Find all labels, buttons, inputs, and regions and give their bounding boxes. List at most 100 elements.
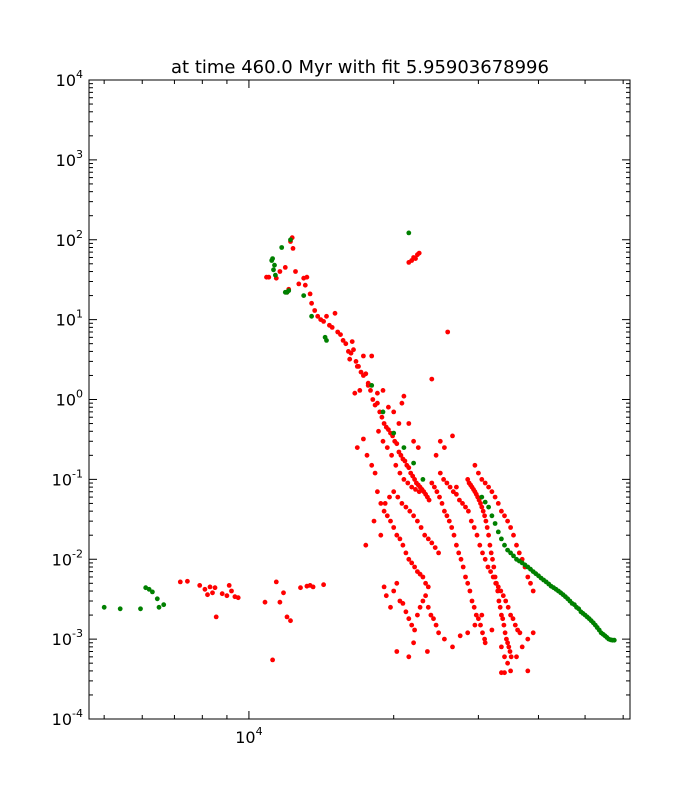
series-0-point-161 [437, 494, 442, 500]
series-0-point-232 [492, 574, 498, 580]
series-0-point-162 [439, 501, 445, 506]
series-0-point-286 [530, 630, 536, 636]
series-0-point-278 [433, 452, 439, 458]
series-0-point-109 [391, 525, 397, 530]
series-0-point-275 [442, 445, 447, 450]
series-0-point-13 [302, 282, 308, 288]
series-0-point-256 [505, 518, 510, 524]
series-0-point-291 [185, 578, 190, 584]
y-tick-label-1: 10-3 [52, 627, 83, 649]
series-0-point-221 [478, 501, 483, 506]
series-0-point-252 [492, 494, 498, 500]
y-tick-label-3: 10-1 [52, 467, 83, 489]
series-1-point-34 [492, 521, 498, 526]
series-0-point-307 [273, 579, 279, 585]
series-0-point-202 [495, 584, 501, 590]
series-0-point-133 [422, 532, 428, 538]
series-0-point-128 [403, 504, 409, 510]
series-0-point-293 [202, 586, 208, 592]
series-1-point-25 [391, 430, 397, 436]
series-0-point-85 [415, 445, 421, 450]
series-0-point-277 [437, 438, 443, 444]
series-0-point-90 [372, 470, 378, 476]
series-0-point-36 [363, 371, 369, 377]
series-0-point-155 [431, 616, 436, 622]
series-0-point-74 [365, 383, 371, 388]
series-0-point-115 [409, 560, 415, 566]
series-0-point-249 [482, 480, 488, 486]
series-1-point-7 [156, 604, 162, 610]
series-0-point-145 [403, 609, 409, 615]
series-0-point-111 [397, 536, 403, 542]
series-0-point-263 [525, 574, 531, 580]
series-0-point-91 [376, 428, 381, 434]
series-0-point-323 [457, 633, 463, 639]
series-0-point-126 [395, 494, 401, 500]
series-0-point-112 [400, 542, 406, 548]
series-0-point-164 [444, 513, 450, 519]
series-0-point-284 [519, 644, 525, 650]
ticks-layer: 10-4 10-3 10-2 10-1 100 101 102 103 104 104 [52, 68, 630, 747]
series-0-point-173 [465, 580, 471, 586]
series-0-point-151 [420, 598, 426, 604]
series-0-point-211 [517, 630, 523, 636]
series-0-point-188 [457, 497, 462, 503]
series-0-point-93 [384, 445, 390, 450]
series-0-point-248 [479, 477, 485, 482]
series-0-point-166 [449, 525, 455, 530]
series-0-point-273 [454, 484, 459, 490]
series-0-point-156 [433, 622, 439, 628]
series-0-point-24 [332, 310, 338, 316]
series-0-point-94 [389, 452, 394, 458]
series-0-point-301 [226, 583, 232, 588]
series-0-point-254 [499, 508, 504, 514]
series-1-point-5 [150, 589, 155, 595]
series-0-point-281 [505, 660, 510, 666]
series-1-point-26 [401, 445, 407, 450]
series-0-point-59 [412, 477, 417, 482]
series-0-point-310 [284, 614, 290, 620]
series-0-point-264 [528, 580, 533, 586]
series-0-point-131 [415, 518, 420, 524]
series-0-point-285 [525, 636, 531, 642]
series-1-point-22 [324, 338, 329, 343]
series-0-point-148 [412, 627, 417, 633]
series-0-point-81 [399, 400, 405, 406]
series-0-point-89 [369, 462, 375, 468]
y-tick-label-6: 102 [56, 228, 83, 250]
series-0-point-157 [436, 630, 441, 636]
series-0-point-197 [482, 556, 488, 562]
series-0-point-108 [388, 518, 393, 524]
plot-frame [88, 79, 631, 720]
series-0-point-316 [321, 582, 326, 588]
series-0-point-106 [381, 508, 387, 514]
series-1-point-32 [486, 504, 491, 510]
series-0-point-92 [380, 438, 386, 444]
series-0-point-305 [262, 599, 268, 605]
series-0-point-14 [304, 274, 310, 280]
series-0-point-295 [207, 584, 213, 590]
series-1-point-17 [286, 288, 292, 294]
series-0-point-73 [361, 353, 366, 359]
series-0-point-172 [463, 574, 468, 580]
series-0-point-238 [500, 616, 506, 622]
series-0-point-290 [177, 579, 183, 585]
series-1-point-84 [611, 637, 617, 643]
series-0-point-319 [411, 640, 416, 646]
series-0-point-224 [482, 513, 487, 519]
series-0-point-9 [290, 246, 296, 251]
series-0-point-102 [363, 542, 369, 548]
series-0-point-242 [505, 640, 510, 646]
series-0-point-296 [210, 590, 215, 596]
series-0-point-289 [525, 668, 531, 674]
series-0-point-306 [270, 657, 275, 663]
series-0-point-308 [277, 599, 283, 605]
series-0-point-204 [500, 593, 506, 599]
series-0-point-141 [391, 588, 397, 594]
series-0-point-153 [425, 604, 431, 610]
series-0-point-294 [205, 592, 210, 598]
series-0-point-272 [445, 329, 451, 335]
series-0-point-30 [348, 350, 354, 356]
